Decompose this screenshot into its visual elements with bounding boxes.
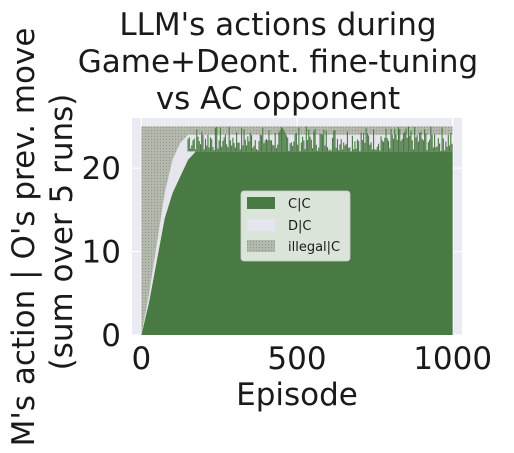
legend-swatch-dc: [247, 219, 275, 231]
legend-label-dc: D|C: [288, 219, 311, 234]
legend-swatch-cc: [247, 197, 275, 209]
chart-title-line-1: LLM's actions during: [119, 7, 436, 43]
y-axis-label-line-2: (sum over 5 runs): [44, 94, 80, 371]
legend: C|C D|C illegal|C: [240, 190, 351, 262]
x-axis-label: Episode: [236, 377, 358, 413]
y-axis-label-line-1: M's action | O's prev. move: [6, 28, 42, 447]
x-tick-label: 1000: [413, 341, 492, 377]
y-tick-label: 20: [82, 151, 121, 187]
y-tick-label: 10: [82, 235, 121, 271]
legend-label-illegal: illegal|C: [288, 240, 340, 255]
legend-label-cc: C|C: [288, 197, 311, 212]
chart-title-line-3: vs AC opponent: [156, 81, 400, 117]
legend-swatch-illegal: [247, 240, 275, 252]
chart-title-line-2: Game+Deont. fine-tuning: [78, 44, 479, 80]
y-axis-ticks: 0 10 20: [82, 151, 121, 354]
cc-variation: [187, 126, 453, 152]
x-axis-ticks: 0 500 1000: [131, 341, 492, 377]
x-tick-label: 0: [131, 341, 151, 377]
area-series-illegal: [141, 126, 453, 335]
x-tick-label: 500: [267, 341, 326, 377]
y-tick-label: 0: [101, 318, 121, 354]
